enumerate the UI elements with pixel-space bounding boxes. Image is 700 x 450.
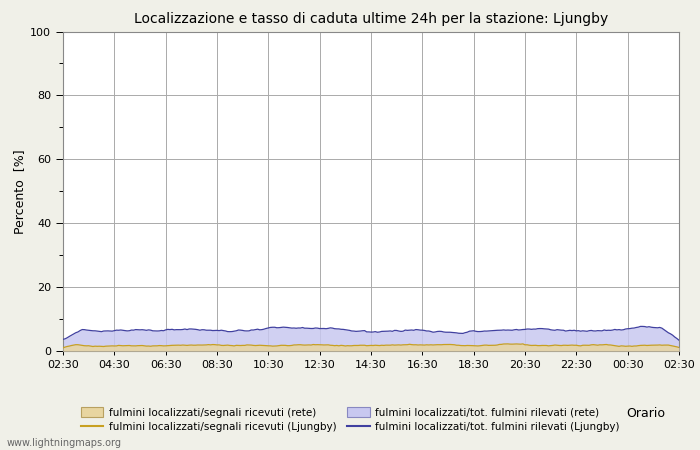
Text: www.lightningmaps.org: www.lightningmaps.org [7,438,122,448]
Legend: fulmini localizzati/segnali ricevuti (rete), fulmini localizzati/segnali ricevut: fulmini localizzati/segnali ricevuti (re… [80,407,620,432]
Text: Orario: Orario [626,407,665,420]
Title: Localizzazione e tasso di caduta ultime 24h per la stazione: Ljungby: Localizzazione e tasso di caduta ultime … [134,12,608,26]
Y-axis label: Percento  [%]: Percento [%] [13,149,26,234]
